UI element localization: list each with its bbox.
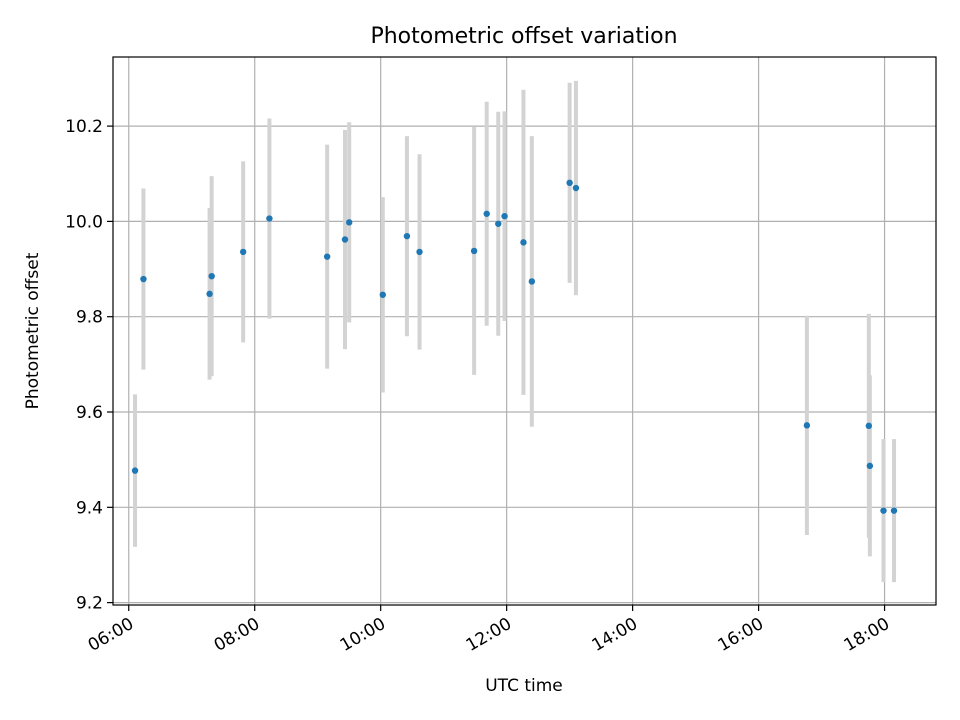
y-tick-label: 9.8 [76,308,103,328]
plot-frame [112,56,937,606]
x-axis-ticks: 06:00 08:00 10:00 12:00 14:00 16:00 18:00 [85,605,893,656]
data-point [206,290,213,298]
data-point [266,215,273,222]
x-tick-label: 18:00 [841,614,893,656]
data-point [323,253,331,260]
data-point [131,467,139,474]
data-point [403,232,411,240]
data-point [239,248,247,256]
data-point [865,422,873,430]
x-axis-label: UTC time [485,676,563,696]
data-points [131,179,898,514]
data-point [566,179,573,187]
data-point [140,275,147,283]
x-tick-label: 16:00 [715,614,767,656]
data-point [495,220,502,227]
y-tick-label: 9.2 [76,594,103,614]
y-tick-label: 10.0 [65,212,103,232]
x-tick-label: 12:00 [463,614,515,656]
data-point [866,462,874,470]
y-axis-ticks: 9.2 9.4 9.6 9.8 10.0 10.2 [65,117,113,614]
y-axis-label: Photometric offset [23,252,43,409]
x-tick-label: 14:00 [589,614,641,656]
data-point [416,248,423,256]
chart-title: Photometric offset variation [370,24,677,49]
x-tick-label: 10:00 [337,614,389,656]
data-point [501,212,508,220]
data-point [528,278,536,285]
x-tick-label: 06:00 [85,614,137,656]
y-tick-label: 9.4 [76,498,103,518]
data-point [803,422,811,429]
data-point [880,507,887,514]
y-tick-label: 9.6 [76,403,103,423]
data-point [890,507,898,514]
data-point [470,247,478,255]
data-point [520,239,527,246]
data-point [572,184,580,192]
data-point [341,236,349,243]
data-point [345,219,353,226]
x-tick-label: 08:00 [211,614,263,656]
data-point [379,291,386,298]
data-point [208,273,215,280]
y-tick-label: 10.2 [65,117,103,137]
data-point [483,210,490,217]
